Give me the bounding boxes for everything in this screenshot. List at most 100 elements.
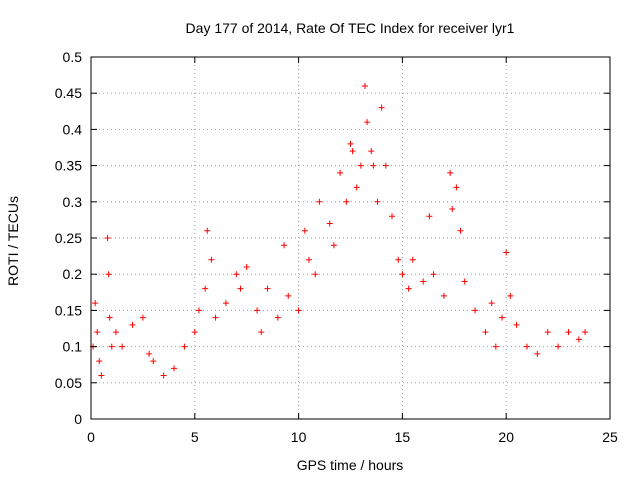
data-point: [482, 329, 489, 336]
data-point: [119, 343, 126, 350]
x-tick-label: 10: [291, 429, 307, 445]
data-point: [347, 140, 354, 147]
data-point: [503, 249, 510, 256]
data-point: [92, 300, 99, 307]
data-point: [237, 285, 244, 292]
data-point: [426, 213, 433, 220]
x-tick-label: 20: [498, 429, 514, 445]
data-point: [457, 227, 464, 234]
x-axis-label: GPS time / hours: [297, 457, 404, 473]
data-point: [370, 162, 377, 169]
data-point: [534, 350, 541, 357]
data-point: [472, 307, 479, 314]
data-point: [146, 350, 153, 357]
data-point: [305, 256, 312, 263]
y-tick-label: 0.25: [55, 230, 82, 246]
data-point: [258, 329, 265, 336]
data-point: [191, 329, 198, 336]
data-point: [129, 321, 136, 328]
data-point: [96, 358, 103, 365]
data-point: [326, 220, 333, 227]
data-points: [90, 82, 589, 379]
data-point: [330, 242, 337, 249]
data-point: [301, 227, 308, 234]
data-point: [513, 321, 520, 328]
data-point: [499, 314, 506, 321]
x-tick-label: 5: [191, 429, 199, 445]
data-point: [94, 329, 101, 336]
y-axis-label: ROTI / TECUs: [5, 196, 21, 286]
data-point: [555, 343, 562, 350]
data-point: [108, 343, 115, 350]
data-point: [105, 271, 112, 278]
data-point: [389, 213, 396, 220]
data-point: [364, 119, 371, 126]
data-point: [449, 206, 456, 213]
x-tick-label: 15: [395, 429, 411, 445]
y-tick-label: 0.35: [55, 158, 82, 174]
data-point: [316, 198, 323, 205]
data-point: [98, 372, 105, 379]
data-point: [343, 198, 350, 205]
data-point: [440, 292, 447, 299]
data-point: [575, 336, 582, 343]
data-point: [492, 343, 499, 350]
data-point: [357, 162, 364, 169]
data-point: [233, 271, 240, 278]
data-point: [295, 307, 302, 314]
data-point: [409, 256, 416, 263]
data-point: [420, 278, 427, 285]
data-point: [312, 271, 319, 278]
y-tick-label: 0.4: [63, 121, 83, 137]
data-point: [160, 372, 167, 379]
x-tick-label: 25: [602, 429, 618, 445]
y-tick-label: 0.3: [63, 194, 83, 210]
data-point: [171, 365, 178, 372]
data-point: [368, 148, 375, 155]
data-point: [362, 82, 369, 89]
data-point: [112, 329, 119, 336]
data-point: [405, 285, 412, 292]
data-point: [544, 329, 551, 336]
data-point: [453, 184, 460, 191]
data-point: [378, 104, 385, 111]
data-point: [488, 300, 495, 307]
data-point: [150, 358, 157, 365]
y-tick-label: 0.5: [63, 49, 83, 65]
data-point: [181, 343, 188, 350]
data-point: [104, 235, 111, 241]
data-point: [139, 314, 146, 321]
data-point: [395, 256, 402, 263]
data-point: [523, 343, 530, 350]
data-point: [447, 169, 454, 176]
x-tick-label: 0: [87, 429, 95, 445]
data-point: [374, 198, 381, 205]
data-point: [243, 263, 250, 270]
data-point: [461, 278, 468, 285]
y-tick-label: 0.45: [55, 85, 82, 101]
axes: 0 0.05 0.1 0.15 0.2 0.25 0.3 0.35 0.4 0.45 0.5 0 5 10…: [55, 49, 618, 445]
data-point: [399, 271, 406, 278]
data-point: [353, 184, 360, 191]
y-tick-label: 0.05: [55, 375, 82, 391]
y-tick-label: 0.1: [63, 339, 83, 355]
chart-title: Day 177 of 2014, Rate Of TEC Index for r…: [186, 20, 515, 36]
data-point: [281, 242, 288, 249]
data-point: [254, 307, 261, 314]
data-point: [430, 271, 437, 278]
data-point: [264, 285, 271, 292]
data-point: [285, 292, 292, 299]
data-point: [274, 314, 281, 321]
data-point: [195, 307, 202, 314]
data-point: [565, 329, 572, 336]
data-point: [582, 329, 589, 336]
data-point: [507, 292, 514, 299]
y-tick-label: 0: [74, 411, 82, 427]
data-point: [208, 256, 215, 263]
data-point: [382, 162, 389, 169]
data-point: [337, 169, 344, 176]
data-point: [202, 285, 209, 292]
plot-frame: [90, 56, 611, 420]
